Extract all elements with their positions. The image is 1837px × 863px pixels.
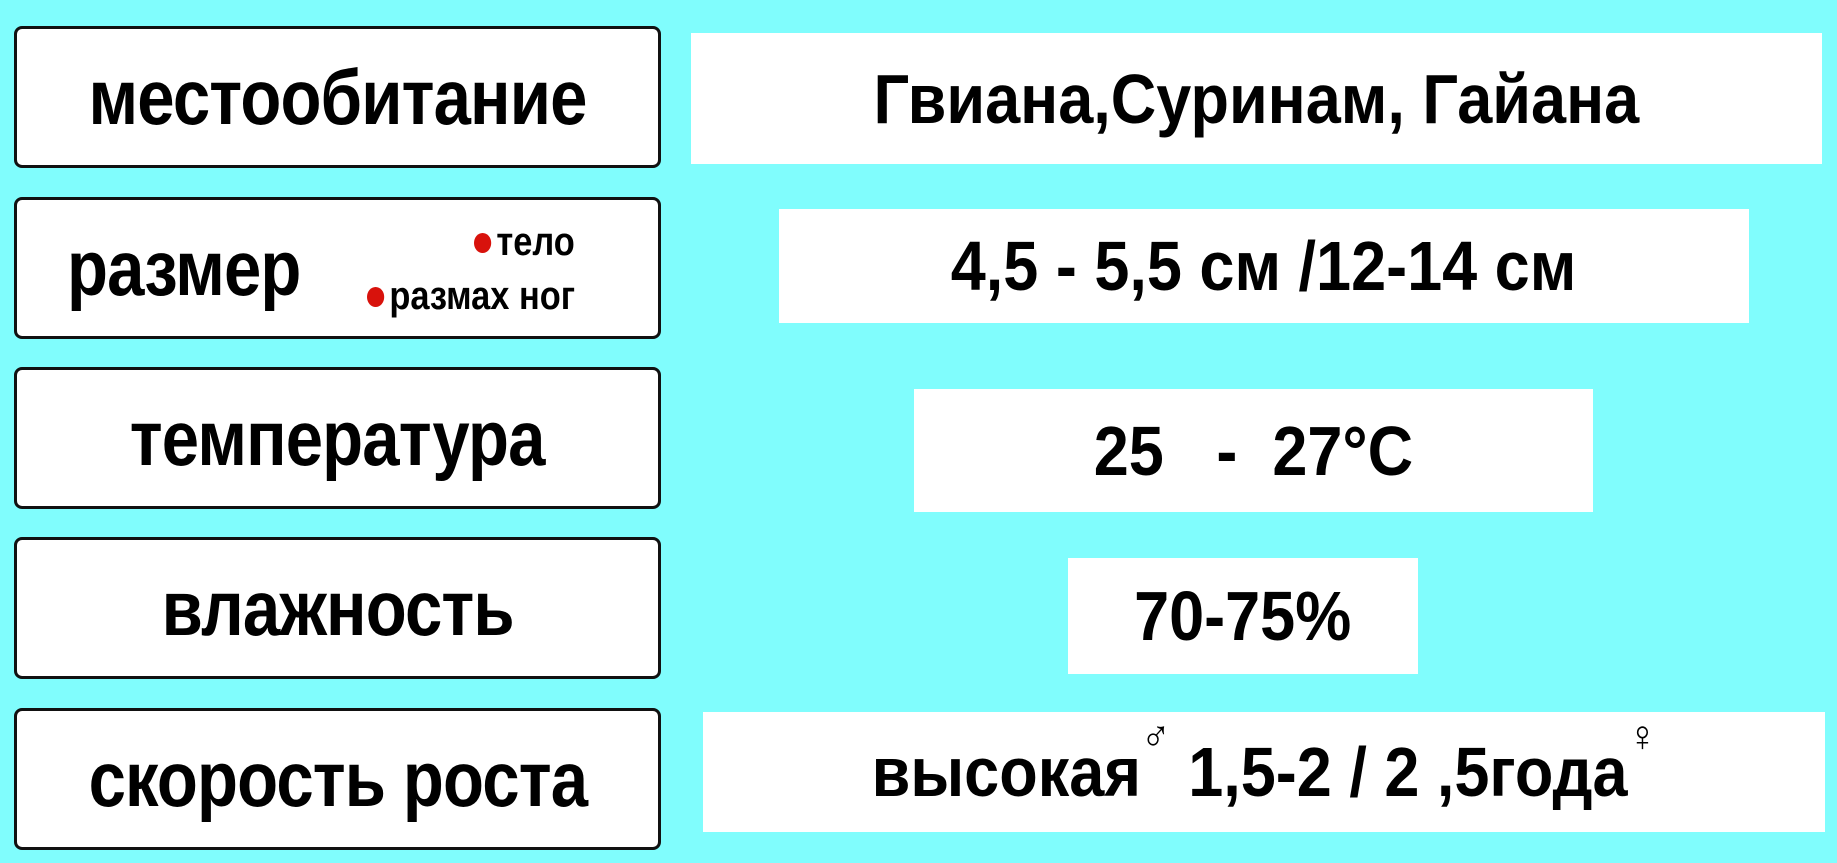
label-growth-rate: скорость роста (14, 708, 661, 850)
sub-legspan-text: размах ног (389, 274, 576, 318)
female-symbol-icon: ♀ (1627, 712, 1657, 761)
value-text: 4,5 - 5,5 см /12-14 см (951, 227, 1577, 305)
label-habitat: местообитание (14, 26, 661, 168)
growth-period-text: 1,5-2 / 2 ,5 (1187, 733, 1489, 811)
value-size: 4,5 - 5,5 см /12-14 см (779, 209, 1749, 323)
label-temperature: температура (14, 367, 661, 509)
growth-unit-text: года (1488, 733, 1628, 811)
value-humidity: 70-75% (1068, 558, 1418, 674)
label-text: влажность (161, 563, 514, 652)
sub-legspan: размах ног (367, 274, 575, 319)
value-text: 25 - 27°С (1093, 411, 1414, 490)
value-text: 70-75% (1134, 577, 1352, 655)
growth-rate-text: высокая (871, 733, 1141, 811)
label-text: температура (130, 393, 546, 482)
value-text: Гвиана,Суринам, Гайана (873, 59, 1640, 138)
value-growth-rate: высокая♂ 1,5-2 / 2 ,5года♀ (703, 712, 1825, 832)
label-size: размер тело размах ног (14, 197, 661, 339)
label-text: скорость роста (88, 734, 587, 823)
bullet-icon (474, 232, 492, 253)
bullet-icon (367, 286, 385, 307)
value-text: высокая♂ 1,5-2 / 2 ,5года♀ (871, 712, 1657, 812)
value-habitat: Гвиана,Суринам, Гайана (691, 33, 1822, 164)
label-text: местообитание (88, 52, 588, 141)
sub-body: тело (474, 220, 575, 265)
label-humidity: влажность (14, 537, 661, 679)
sub-body-text: тело (496, 220, 575, 264)
male-symbol-icon: ♂ (1140, 712, 1171, 761)
label-text: размер (67, 223, 301, 312)
value-temperature: 25 - 27°С (914, 389, 1593, 512)
